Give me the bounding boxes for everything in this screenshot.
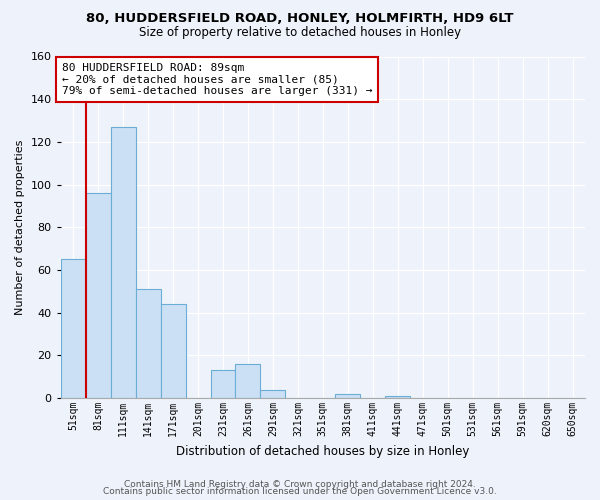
Y-axis label: Number of detached properties: Number of detached properties: [15, 140, 25, 315]
Bar: [61, 260, 86, 398]
Text: Contains HM Land Registry data © Crown copyright and database right 2024.: Contains HM Land Registry data © Crown c…: [124, 480, 476, 489]
Bar: [211, 370, 235, 398]
Text: Contains public sector information licensed under the Open Government Licence v3: Contains public sector information licen…: [103, 487, 497, 496]
Bar: [110, 127, 136, 398]
Text: Size of property relative to detached houses in Honley: Size of property relative to detached ho…: [139, 26, 461, 39]
Bar: [161, 304, 185, 398]
Text: 80 HUDDERSFIELD ROAD: 89sqm
← 20% of detached houses are smaller (85)
79% of sem: 80 HUDDERSFIELD ROAD: 89sqm ← 20% of det…: [62, 63, 373, 96]
X-axis label: Distribution of detached houses by size in Honley: Distribution of detached houses by size …: [176, 444, 470, 458]
Bar: [235, 364, 260, 398]
Bar: [335, 394, 361, 398]
Bar: [86, 193, 110, 398]
Text: 80, HUDDERSFIELD ROAD, HONLEY, HOLMFIRTH, HD9 6LT: 80, HUDDERSFIELD ROAD, HONLEY, HOLMFIRTH…: [86, 12, 514, 26]
Bar: [260, 390, 286, 398]
Bar: [385, 396, 410, 398]
Bar: [136, 289, 161, 398]
